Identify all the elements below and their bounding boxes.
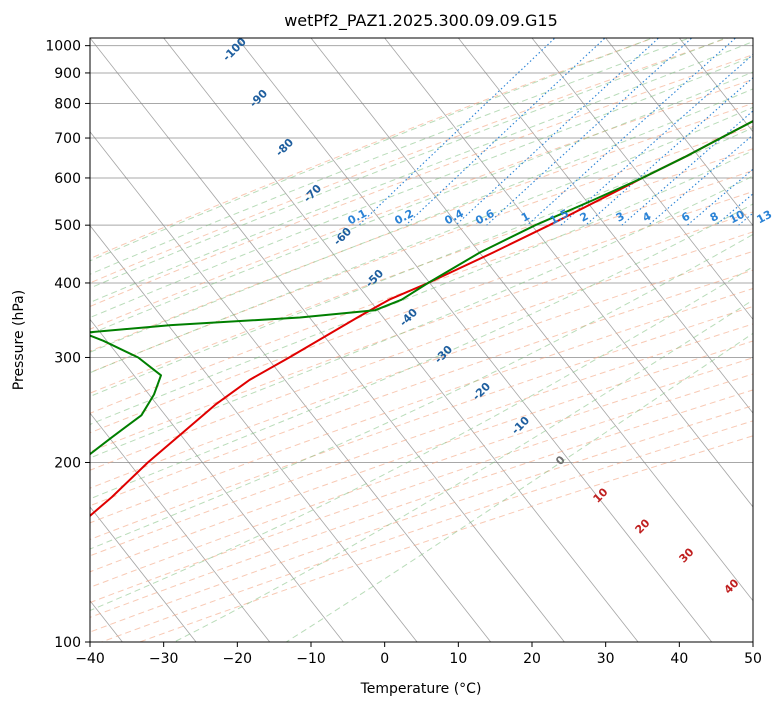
mixing-ratio-label: 13 xyxy=(755,208,775,227)
x-tick-label: −20 xyxy=(223,651,253,667)
x-tick-label: 40 xyxy=(670,651,688,667)
dry-adiabat--10 xyxy=(90,54,753,307)
isotherm-10 xyxy=(458,38,753,414)
moist-adiabat-35 xyxy=(90,266,753,612)
chart-title: wetPf2_PAZ1.2025.300.09.09.G15 xyxy=(284,11,558,31)
x-tick-label: −40 xyxy=(75,651,105,667)
y-tick-label: 900 xyxy=(54,66,81,82)
series-layer xyxy=(90,120,753,518)
mixing-ratio-label: 10 xyxy=(727,208,747,227)
mixing-ratio-line-3 xyxy=(486,38,693,226)
dewpoint-profile-line xyxy=(90,120,753,456)
dry-adiabat-20 xyxy=(90,125,753,374)
y-tick-label: 600 xyxy=(54,171,81,187)
y-tick-label: 700 xyxy=(54,131,81,147)
dry-adiabat-90 xyxy=(90,269,753,507)
moist-adiabat--5 xyxy=(90,71,753,335)
dry-adiabat--30 xyxy=(90,38,655,260)
moist-adiabat-45 xyxy=(285,332,753,642)
moist-adiabat--20 xyxy=(90,38,727,289)
y-axis-label: Pressure (hPa) xyxy=(11,290,27,390)
isotherm-20 xyxy=(531,38,753,321)
y-tick-label: 400 xyxy=(54,276,81,292)
isotherm--10 xyxy=(310,38,753,602)
dry-adiabat-30 xyxy=(90,148,753,394)
moist-adiabat-15 xyxy=(90,150,753,425)
y-tick-label: 200 xyxy=(54,455,81,471)
isotherm--70 xyxy=(90,318,344,642)
y-tick-label: 100 xyxy=(54,635,81,651)
x-tick-label: −30 xyxy=(149,651,179,667)
grid-layer xyxy=(90,38,753,642)
x-tick-label: 50 xyxy=(744,651,762,667)
dry-adiabat-80 xyxy=(90,250,753,489)
isotherm--80 xyxy=(90,412,271,642)
mixing-ratio-line-8 xyxy=(648,134,753,226)
mixing-ratio-line-1 xyxy=(405,38,606,226)
isotherm--30 xyxy=(163,38,639,642)
x-tick-label: 10 xyxy=(449,651,467,667)
moist-adiabat-20 xyxy=(90,175,753,459)
x-tick-label: 0 xyxy=(380,651,389,667)
mixing-ratio-line-5 xyxy=(560,53,753,226)
dry-adiabat-160 xyxy=(90,389,753,618)
isotherm--40 xyxy=(90,38,565,642)
x-tick-label: 20 xyxy=(523,651,541,667)
mixing-ratio-line-2 xyxy=(455,38,660,226)
dry-adiabat-140 xyxy=(90,357,753,588)
isotherm--90 xyxy=(90,506,197,642)
moist-adiabat-5 xyxy=(90,106,753,374)
dry-adiabat-10 xyxy=(90,102,753,352)
x-axis-label: Temperature (°C) xyxy=(360,681,482,697)
x-tick-label: −10 xyxy=(296,651,326,667)
moist-adiabat--25 xyxy=(90,38,691,275)
moist-adiabat--15 xyxy=(90,41,753,303)
dry-adiabat-60 xyxy=(90,211,753,453)
plot-frame xyxy=(89,37,754,643)
isotherm--60 xyxy=(90,224,418,642)
moist-adiabat-40 xyxy=(173,299,753,642)
tick-layer: −40 −30 −20 −10 0 10 20 30 40 50 100 200 300 400 500 60… xyxy=(45,39,762,667)
isotherm--50 xyxy=(90,131,492,642)
moist-adiabat-25 xyxy=(90,203,753,500)
y-tick-label: 300 xyxy=(54,350,81,366)
y-tick-label: 800 xyxy=(54,96,81,112)
dry-adiabat-110 xyxy=(90,305,753,541)
moist-adiabat--30 xyxy=(90,38,654,262)
isotherm-30 xyxy=(605,38,753,227)
dry-adiabat-0 xyxy=(90,78,753,330)
mixing-ratio-line-7 xyxy=(621,110,753,226)
y-tick-label: 1000 xyxy=(45,39,81,55)
moist-adiabat-10 xyxy=(90,127,753,397)
moist-adiabat--10 xyxy=(90,55,753,319)
isotherm-0 xyxy=(384,38,753,508)
y-tick-label: 500 xyxy=(54,218,81,234)
temperature-profile-line xyxy=(90,120,753,518)
dry-adiabat-50 xyxy=(90,190,753,434)
dry-adiabat-130 xyxy=(90,340,753,573)
x-tick-label: 30 xyxy=(597,651,615,667)
